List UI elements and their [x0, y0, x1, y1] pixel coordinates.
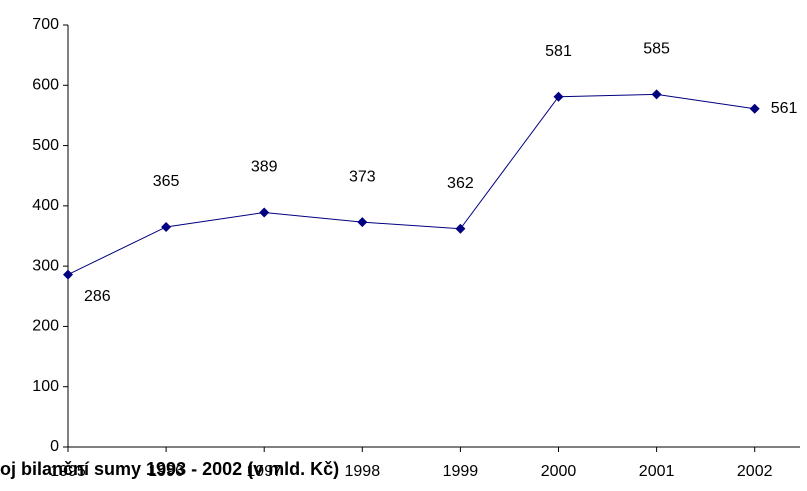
- marker: [357, 217, 368, 228]
- x-tick-label: 2000: [541, 463, 577, 480]
- data-label: 362: [447, 175, 474, 192]
- x-tick-label: 1996: [148, 463, 184, 480]
- data-label: 389: [251, 159, 278, 176]
- data-label: 286: [84, 288, 111, 305]
- x-tick-label: 2002: [737, 463, 773, 480]
- y-tick-label: 700: [32, 16, 59, 33]
- x-tick-label: 1997: [246, 463, 282, 480]
- data-label: 365: [153, 173, 180, 190]
- data-label: 585: [643, 41, 670, 58]
- marker: [63, 269, 73, 280]
- marker: [259, 207, 270, 218]
- line: [67, 93, 755, 276]
- y-tick-label: 200: [32, 318, 59, 335]
- marker: [553, 91, 564, 102]
- marker: [651, 89, 662, 100]
- x-tick-label: 1998: [345, 463, 381, 480]
- x-tick-label: 1999: [443, 463, 479, 480]
- data-label: 373: [349, 168, 376, 185]
- y-tick-label: 100: [32, 378, 59, 395]
- y-tick-label: 300: [32, 257, 59, 274]
- y-tick-label: 0: [50, 438, 59, 455]
- marker: [161, 221, 172, 232]
- y-tick-label: 600: [32, 77, 59, 94]
- marker: [749, 103, 760, 114]
- data-label: 561: [771, 100, 798, 117]
- marker: [455, 223, 466, 234]
- y-tick-label: 400: [32, 197, 59, 214]
- x-tick-label: 1995: [50, 463, 86, 480]
- data-label: 581: [545, 43, 572, 60]
- y-tick-label: 500: [32, 137, 59, 154]
- x-tick-label: 2001: [639, 463, 675, 480]
- chart-title: oj bilanční sumy 1993 - 2002 (v mld. Kč): [0, 459, 339, 479]
